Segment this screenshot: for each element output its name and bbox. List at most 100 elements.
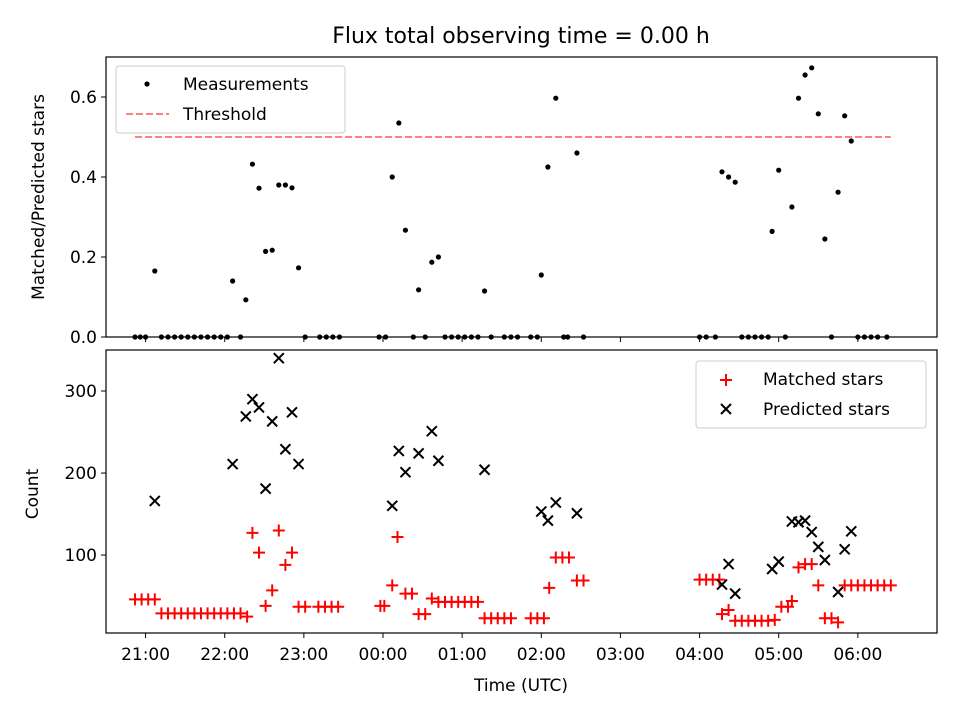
matched-stars-point [562,551,575,564]
matched-stars-point [272,524,285,537]
predicted-stars-point [273,352,285,364]
measurement-point [553,95,559,101]
measurement-point [574,150,580,156]
measurement-point [795,95,802,101]
predicted-stars-point [571,507,583,519]
predicted-stars-point [412,447,425,460]
bottom-x-tick-label: 03:00 [596,645,645,665]
measurement-point [396,120,402,126]
bottom-x-tick-label: 05:00 [754,645,803,665]
predicted-stars-point [812,541,824,553]
matched-stars-point [391,531,404,544]
matched-stars-point [386,579,399,592]
matched-stars-point [148,593,161,606]
matched-stars-point [805,558,818,571]
measurement-point [429,259,435,265]
predicted-stars-point [792,516,805,528]
predicted-stars-point [832,586,844,598]
measurements-legend-label: Measurements [183,75,309,95]
measurement-point [719,169,725,175]
bottom-chart: 100 200 300 21:00 22:00 23:00 00:00 01:00 02:00 0… [23,349,938,696]
measurement-point [435,254,441,260]
bottom-data-marks [129,352,897,629]
bottom-axis-ticks: 100 200 300 21:00 22:00 23:00 00:00 01:00 02:00 0… [65,382,883,665]
matched-stars-point [279,558,292,571]
predicted-stars-point [716,578,728,591]
matched-stars-point [722,604,735,617]
bottom-x-tick-label: 02:00 [517,645,566,665]
bottom-x-tick-label: 00:00 [359,645,408,665]
matched-stars-point [832,616,845,629]
threshold-legend-label: Threshold [182,105,267,125]
top-y-tick-label: 0.0 [70,328,97,348]
predicted-stars-point [226,458,239,470]
predicted-stars-point [426,425,438,437]
matched-stars-point [785,595,798,608]
predicted-stars-point [819,554,831,566]
measurement-point [249,161,256,167]
measurement-point [256,185,262,191]
bottom-x-tick-label: 23:00 [279,645,328,665]
predicted-stars-point [432,455,445,467]
matched-stars-legend-label: Matched stars [763,370,883,390]
bottom-legend-frame [695,360,927,429]
bottom-x-tick-label: 04:00 [675,645,724,665]
matched-stars-point [537,612,550,625]
bottom-y-tick-label: 100 [65,546,97,566]
matched-stars-point [825,612,838,625]
predicted-stars-point [838,543,851,556]
matched-stars-legend-marker [720,374,732,386]
matched-stars-point [419,608,432,621]
top-chart-title: Flux total observing time = 0.00 h [332,24,710,49]
measurement-point [789,204,795,210]
predicted-stars-point [805,526,818,538]
bottom-x-tick-label: 22:00 [200,645,249,665]
bottom-x-tick-label: 06:00 [833,645,882,665]
matched-stars-point [713,573,726,586]
matched-stars-point [884,579,897,592]
predicted-stars-legend-label: Predicted stars [763,400,890,420]
measurement-point [402,227,409,233]
top-y-tick-label: 0.4 [70,168,97,188]
predicted-stars-point [722,558,735,570]
measurement-point [725,174,732,180]
matched-stars-point [246,526,259,539]
measurement-point [842,113,848,119]
predicted-stars-point [253,401,265,414]
predicted-stars-point [729,587,741,600]
bottom-y-tick-label: 200 [65,464,97,484]
measurement-point [289,185,295,191]
matched-stars-point [406,587,419,600]
top-legend: Measurements Threshold [115,65,346,134]
measurement-point [230,278,236,284]
bottom-y-tick-label: 300 [65,382,97,402]
top-chart: 0.0 0.2 0.4 0.6 Matched/Predicted stars Mea… [29,56,938,348]
measurement-point [481,288,488,294]
predicted-stars-point [286,406,298,419]
matched-stars-point [577,574,590,587]
matched-stars-point [234,607,247,620]
measurement-point [295,265,302,271]
measurement-point [243,297,249,303]
top-y-tick-label: 0.2 [70,248,97,268]
bottom-axes-frame [105,349,938,634]
matched-stars-point [792,561,805,574]
measurement-point [848,138,854,144]
matched-stars-point [253,546,266,559]
predicted-stars-point [292,458,305,470]
matched-stars-point [259,599,272,612]
measurement-point [389,174,395,180]
matched-stars-point [504,612,517,625]
measurement-point [538,272,544,278]
measurement-point [276,182,282,188]
predicted-stars-point [240,410,252,423]
matched-stars-point [715,608,728,621]
matched-stars-point [299,600,312,613]
predicted-stars-point [535,505,547,518]
measurement-point [282,182,288,188]
measurement-point [732,179,738,185]
top-axes-frame [105,56,938,338]
measurement-point [545,164,551,170]
matched-stars-point [241,610,254,623]
